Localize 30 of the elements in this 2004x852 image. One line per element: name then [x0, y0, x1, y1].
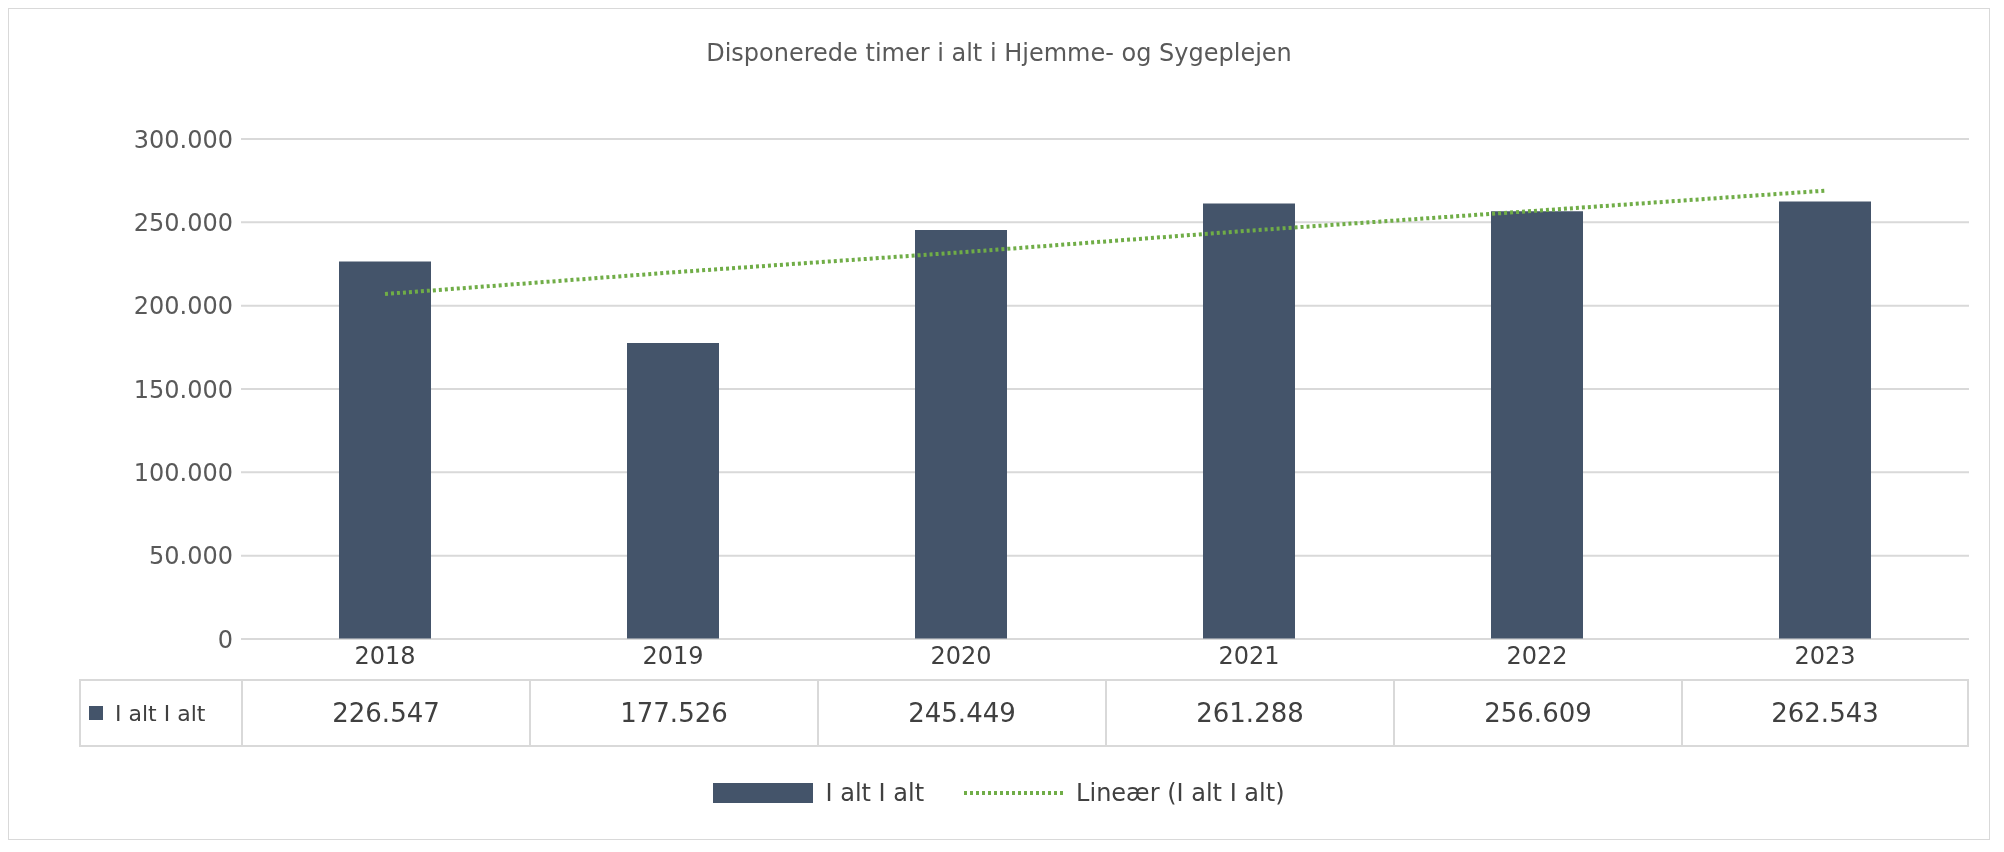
line-series — [383, 188, 1827, 296]
x-tick-label: 2022 — [1506, 642, 1568, 671]
data-label: 256.609 — [1393, 681, 1681, 745]
data-label: 177.526 — [529, 681, 817, 745]
y-tick-label: 300.000 — [133, 125, 233, 154]
y-tick-label: 150.000 — [133, 375, 233, 404]
bar — [1491, 211, 1583, 639]
legend-label: Lineær (I alt I alt) — [1076, 779, 1285, 807]
y-tick-label: 200.000 — [133, 292, 233, 321]
x-tick-label: 2023 — [1794, 642, 1856, 671]
x-tick-label: 2019 — [642, 642, 704, 671]
y-tick-label: 100.000 — [133, 458, 233, 487]
y-tick-label: 50.000 — [149, 542, 233, 571]
bar — [1203, 203, 1295, 639]
y-tick-label: 250.000 — [133, 208, 233, 237]
data-label: 226.547 — [241, 681, 529, 745]
text: I alt I alt — [115, 700, 206, 726]
bar — [915, 229, 1007, 639]
chart-title: Disponerede timer i alt i Hjemme- og Sygeplejen — [705, 39, 1293, 67]
bar — [627, 343, 719, 639]
legend-label: I alt I alt — [825, 779, 925, 807]
data-label: 262.543 — [1681, 681, 1969, 745]
x-tick-label: 2018 — [354, 642, 416, 671]
bar — [339, 261, 431, 639]
data-label: 245.449 — [817, 681, 1105, 745]
y-tick-label: 0 — [217, 625, 233, 654]
data-label: 261.288 — [1105, 681, 1393, 745]
x-tick-label: 2020 — [930, 642, 992, 671]
x-tick-label: 2021 — [1218, 642, 1280, 671]
bar — [1779, 201, 1871, 639]
